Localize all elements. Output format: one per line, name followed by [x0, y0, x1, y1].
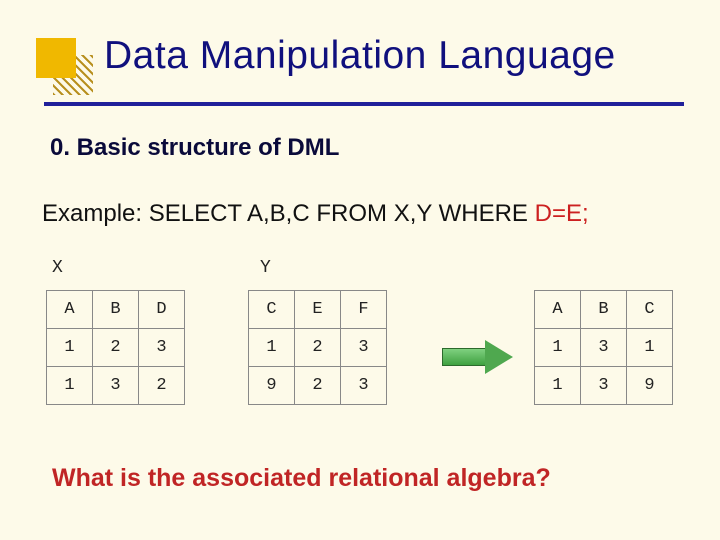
table-y: CEF 123 923: [248, 290, 387, 405]
table-header-cell: A: [47, 291, 93, 329]
kw-where: WHERE: [439, 200, 535, 227]
table-cell: 1: [627, 329, 673, 367]
table-x-label: X: [52, 258, 63, 278]
kw-from: FROM: [316, 200, 393, 227]
table-header-cell: B: [581, 291, 627, 329]
table-cell: 3: [341, 367, 387, 405]
kw-select: SELECT: [149, 200, 247, 227]
table-cell: 9: [249, 367, 295, 405]
table-cell: 1: [249, 329, 295, 367]
table-header-cell: E: [295, 291, 341, 329]
arrow-head: [485, 340, 513, 374]
example-prefix: Example:: [42, 200, 149, 227]
table-cell: 1: [535, 329, 581, 367]
table-y-label: Y: [260, 258, 271, 278]
sql-cols: A,B,C: [247, 200, 316, 227]
table-cell: 3: [581, 329, 627, 367]
table-header-cell: B: [93, 291, 139, 329]
table-result: ABC131139: [534, 290, 673, 405]
table-header-cell: D: [139, 291, 185, 329]
table-x: ABD123132: [46, 290, 185, 405]
table-cell: 9: [627, 367, 673, 405]
table-cell: 2: [295, 329, 341, 367]
table-cell: 1: [47, 329, 93, 367]
table-header-cell: F: [341, 291, 387, 329]
table-header-cell: C: [249, 291, 295, 329]
corner-square: [36, 38, 76, 78]
table-cell: 3: [139, 329, 185, 367]
question-text: What is the associated relational algebr…: [52, 464, 551, 493]
table-cell: 2: [139, 367, 185, 405]
table-cell: 1: [535, 367, 581, 405]
table-header-cell: C: [627, 291, 673, 329]
table-cell: 2: [93, 329, 139, 367]
table-header-cell: A: [535, 291, 581, 329]
sql-semi: ;: [582, 200, 589, 227]
table-cell: 1: [47, 367, 93, 405]
arrow-icon: [442, 340, 516, 374]
arrow-body: [442, 348, 486, 366]
table-cell: 3: [341, 329, 387, 367]
title-underline: [44, 102, 684, 106]
table-cell: 2: [295, 367, 341, 405]
table-cell: 3: [581, 367, 627, 405]
table-cell: 3: [93, 367, 139, 405]
page-title: Data Manipulation Language: [104, 34, 616, 78]
sql-example: Example: SELECT A,B,C FROM X,Y WHERE D=E…: [42, 200, 589, 228]
sql-cond: D=E: [535, 200, 582, 227]
corner-decoration: [36, 38, 92, 92]
sql-tables: X,Y: [394, 200, 439, 227]
section-heading: 0. Basic structure of DML: [50, 134, 339, 162]
